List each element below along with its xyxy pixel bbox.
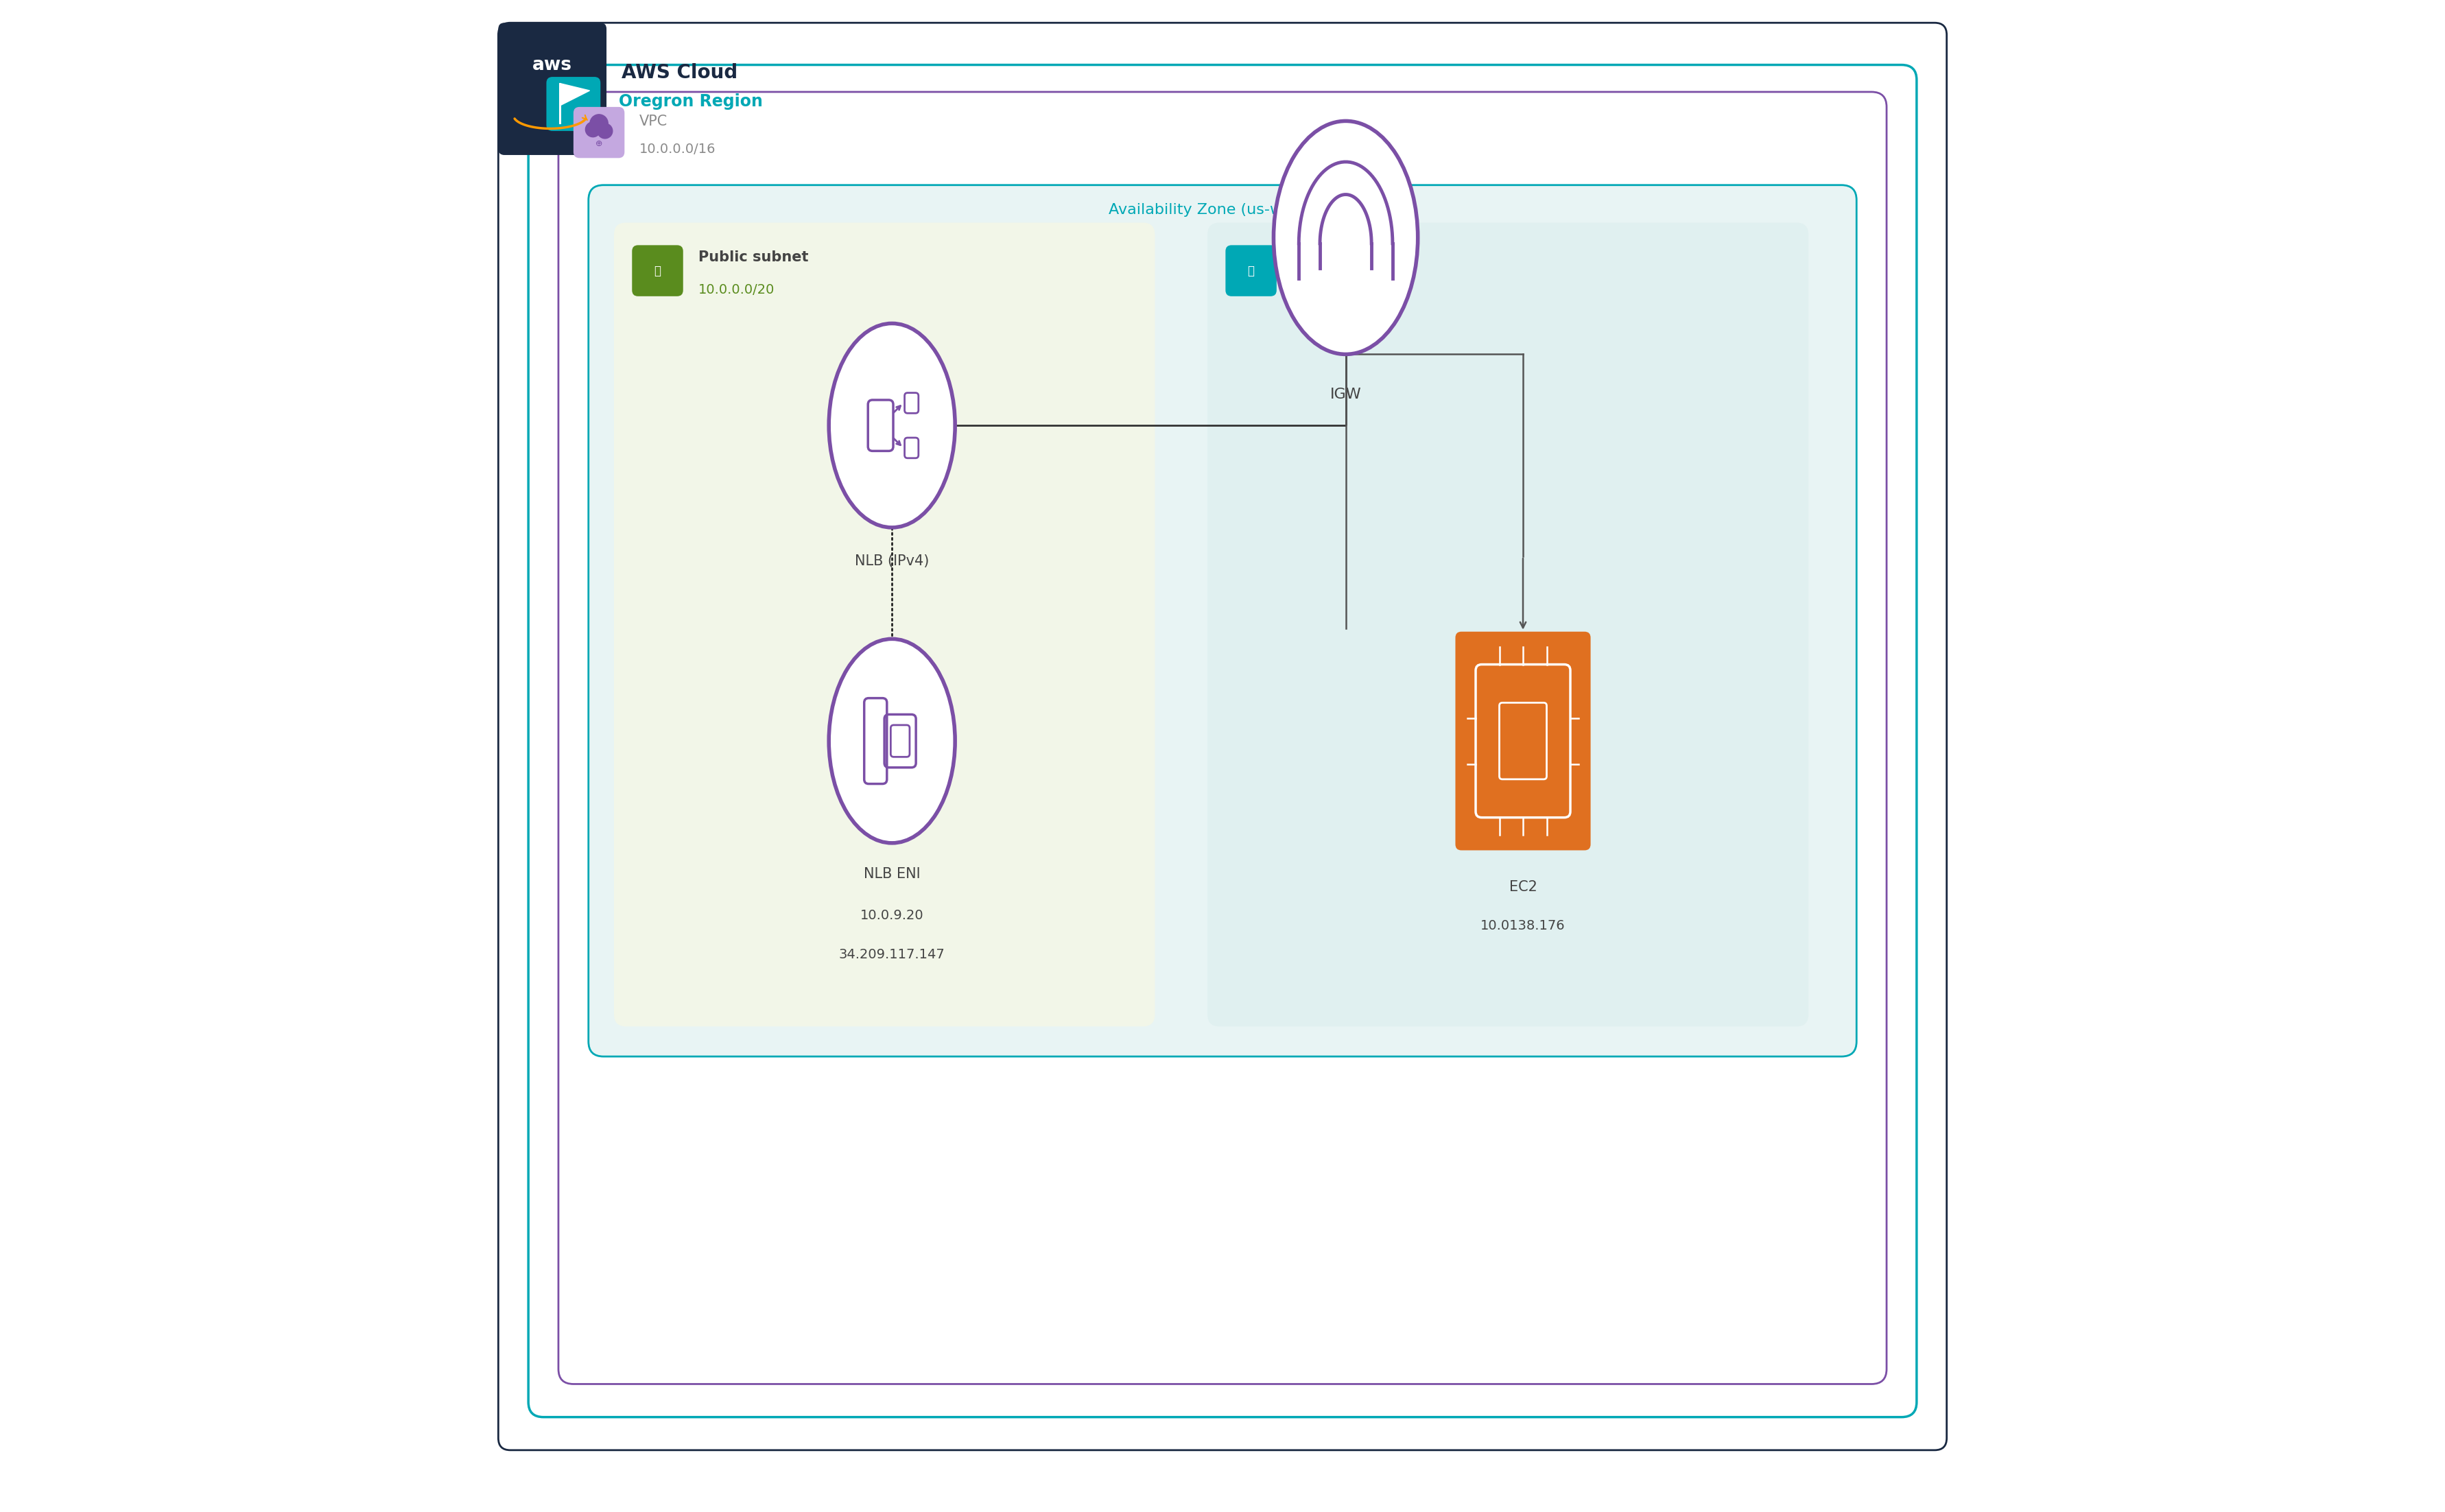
FancyBboxPatch shape: [631, 245, 682, 296]
Text: Public subnet: Public subnet: [699, 251, 809, 265]
Text: aws: aws: [533, 56, 572, 74]
Text: 10.0.16.0/20: 10.0.16.0/20: [1291, 283, 1377, 296]
FancyBboxPatch shape: [905, 437, 919, 458]
Text: 10.0.0.0/20: 10.0.0.0/20: [699, 283, 775, 296]
Text: NLB (IPv4): NLB (IPv4): [856, 555, 929, 569]
Text: VPC: VPC: [641, 115, 667, 129]
Text: 10.0138.176: 10.0138.176: [1482, 919, 1565, 933]
FancyBboxPatch shape: [868, 401, 892, 451]
FancyBboxPatch shape: [545, 77, 601, 132]
Text: EC2: EC2: [1509, 880, 1538, 894]
Text: Oregron Region: Oregron Region: [619, 94, 763, 109]
Ellipse shape: [1274, 121, 1418, 354]
FancyBboxPatch shape: [589, 184, 1856, 1057]
Ellipse shape: [829, 640, 956, 844]
Text: AWS Cloud: AWS Cloud: [621, 64, 738, 83]
Text: IGW: IGW: [1330, 387, 1362, 401]
FancyBboxPatch shape: [1208, 222, 1809, 1027]
Polygon shape: [560, 83, 589, 106]
Text: 34.209.117.147: 34.209.117.147: [839, 948, 946, 962]
FancyBboxPatch shape: [499, 23, 606, 156]
FancyBboxPatch shape: [614, 222, 1154, 1027]
Text: 10.0.0.0/16: 10.0.0.0/16: [641, 142, 716, 156]
FancyBboxPatch shape: [1455, 632, 1592, 850]
FancyBboxPatch shape: [905, 393, 919, 413]
Text: 🔒: 🔒: [655, 265, 660, 277]
Text: ⊕: ⊕: [597, 139, 601, 148]
Text: 🔒: 🔒: [1247, 265, 1254, 277]
Text: Private subnet: Private subnet: [1291, 251, 1411, 265]
Circle shape: [589, 115, 609, 133]
Ellipse shape: [829, 324, 956, 528]
FancyBboxPatch shape: [575, 107, 623, 159]
Circle shape: [584, 122, 601, 138]
Text: NLB ENI: NLB ENI: [863, 866, 919, 881]
Text: 10.0.9.20: 10.0.9.20: [861, 909, 924, 922]
Text: Availability Zone (us-west-2a): Availability Zone (us-west-2a): [1108, 203, 1337, 216]
FancyBboxPatch shape: [499, 23, 1946, 1450]
FancyBboxPatch shape: [1225, 245, 1276, 296]
Circle shape: [597, 124, 614, 139]
